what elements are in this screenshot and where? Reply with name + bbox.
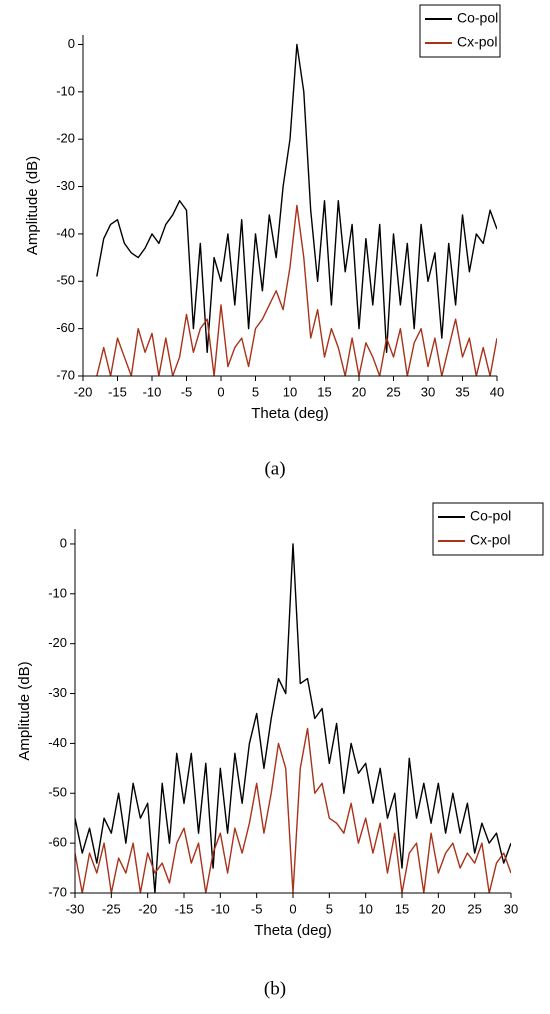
- x-axis-label: Theta (deg): [251, 405, 329, 422]
- x-tick-label: 5: [326, 901, 333, 916]
- x-tick-label: 15: [317, 384, 331, 399]
- y-axis-label: Amplitude (dB): [16, 661, 33, 760]
- caption: (a): [264, 458, 285, 479]
- series-line: [96, 204, 497, 376]
- legend-label: Co-pol: [470, 508, 511, 524]
- y-tick-label: -30: [48, 685, 67, 700]
- y-tick-label: -60: [56, 320, 75, 335]
- x-tick-label: 5: [252, 384, 259, 399]
- x-tick-label: 15: [395, 901, 409, 916]
- y-tick-label: -10: [48, 585, 67, 600]
- x-tick-label: -5: [181, 384, 193, 399]
- x-tick-label: -20: [138, 901, 157, 916]
- legend-label: Co-pol: [457, 10, 498, 26]
- x-tick-label: -25: [102, 901, 121, 916]
- caption: (b): [264, 978, 286, 999]
- y-tick-label: -70: [48, 884, 67, 899]
- y-tick-label: -70: [56, 367, 75, 382]
- x-tick-label: 0: [217, 384, 224, 399]
- legend-box: [432, 502, 544, 556]
- legend-label: Cx-pol: [457, 34, 497, 50]
- x-tick-label: 40: [490, 384, 504, 399]
- y-tick-label: -40: [48, 735, 67, 750]
- x-tick-label: -10: [143, 384, 162, 399]
- x-tick-label: 10: [283, 384, 297, 399]
- y-tick-label: -10: [56, 83, 75, 98]
- x-tick-label: -10: [211, 901, 230, 916]
- series-line: [75, 727, 511, 893]
- x-tick-label: -5: [251, 901, 263, 916]
- x-tick-label: 35: [455, 384, 469, 399]
- y-tick-label: -60: [48, 835, 67, 850]
- y-axis-label: Amplitude (dB): [24, 156, 41, 255]
- y-tick-label: 0: [60, 535, 67, 550]
- x-tick-label: 0: [289, 901, 296, 916]
- legend-label: Cx-pol: [470, 532, 510, 548]
- x-tick-label: -15: [108, 384, 127, 399]
- y-tick-label: 0: [68, 36, 75, 51]
- y-tick-label: -20: [56, 131, 75, 146]
- y-tick-label: -30: [56, 178, 75, 193]
- x-tick-label: -30: [66, 901, 85, 916]
- x-tick-label: -15: [175, 901, 194, 916]
- y-tick-label: -20: [48, 635, 67, 650]
- x-tick-label: 30: [421, 384, 435, 399]
- y-tick-label: -50: [56, 273, 75, 288]
- x-tick-label: 25: [467, 901, 481, 916]
- series-line: [75, 543, 511, 893]
- x-tick-label: 20: [352, 384, 366, 399]
- x-tick-label: 20: [431, 901, 445, 916]
- x-axis-label: Theta (deg): [254, 922, 332, 939]
- x-tick-label: -20: [74, 384, 93, 399]
- x-tick-label: 25: [386, 384, 400, 399]
- series-line: [96, 43, 497, 354]
- y-tick-label: -40: [56, 225, 75, 240]
- x-tick-label: 30: [504, 901, 518, 916]
- y-tick-label: -50: [48, 785, 67, 800]
- legend-box: [419, 4, 501, 58]
- x-tick-label: 10: [358, 901, 372, 916]
